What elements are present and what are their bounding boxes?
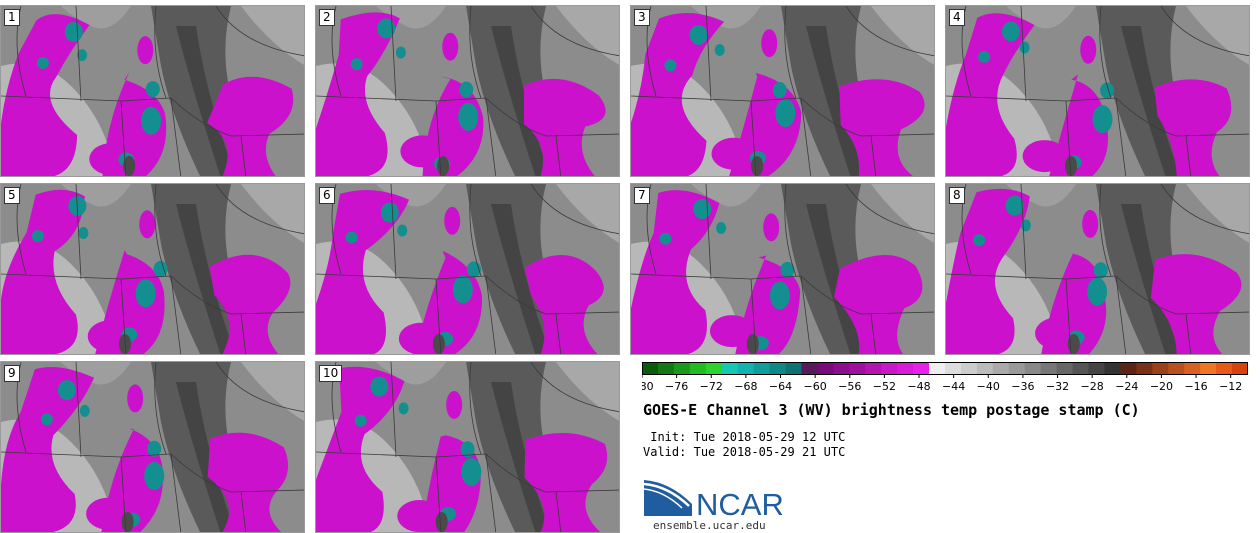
colorbar-swatch [865,362,882,374]
colorbar-tick-label: −16 [1184,380,1207,393]
wv-map [631,184,934,354]
colorbar-tick-label: −56 [838,380,861,393]
init-value: Tue 2018-05-29 12 UTC [693,430,846,444]
valid-label: Valid: [643,445,687,459]
panel-number-label: 2 [319,9,335,26]
colorbar-tick-label: −60 [804,380,827,393]
valid-value: Tue 2018-05-29 21 UTC [693,445,846,459]
postage-stamp-panel: 5 [0,183,305,355]
panel-number-label: 8 [949,187,965,204]
panel-number-label: 1 [4,9,20,26]
colorbar-swatch [801,362,818,374]
panel-number-label: 4 [949,9,965,26]
colorbar-swatch [769,362,787,374]
colorbar-swatch [913,362,930,374]
postage-stamp-panel: 9 [0,361,305,533]
figure-title: GOES-E Channel 3 (WV) brightness temp po… [643,401,1140,419]
wv-map [316,184,619,354]
colorbar-swatch [1024,362,1042,374]
wv-map [316,362,619,532]
colorbar-swatch [753,362,771,374]
colorbar-swatch [721,362,739,374]
colorbar-tick-label: −36 [1011,380,1034,393]
colorbar-swatch [817,362,834,374]
colorbar-swatch [897,362,914,374]
wv-map [316,6,619,176]
colorbar-swatch [1216,362,1233,374]
colorbar-tick-label: −64 [769,380,792,393]
colorbar-tick-label: −24 [1115,380,1138,393]
init-time: Init: Tue 2018-05-29 12 UTC [643,430,845,444]
colorbar-swatch [1088,362,1105,374]
colorbar-swatch [1072,362,1090,374]
postage-stamp-panel: 8 [945,183,1250,355]
colorbar-tick-label: −52 [873,380,896,393]
wv-map [1,362,304,532]
colorbar-tick-label: −28 [1081,380,1104,393]
wv-map [1,184,304,354]
colorbar-swatch [992,362,1010,374]
colorbar-tick-label: −68 [734,380,757,393]
colorbar-swatch [945,362,962,374]
colorbar-swatch [657,362,675,374]
colorbar-tick-label: −48 [907,380,930,393]
postage-stamp-panel: 3 [630,5,935,177]
colorbar-tick-label: −20 [1150,380,1173,393]
colorbar-swatch [1056,362,1074,374]
postage-stamp-panel: 7 [630,183,935,355]
ensemble-url: ensemble.ucar.edu [653,519,766,532]
postage-stamp-panel: 4 [945,5,1250,177]
colorbar-tick-label: −44 [942,380,965,393]
colorbar-tick-label: −12 [1219,380,1242,393]
colorbar-swatch [1104,362,1121,374]
colorbar-swatch [1136,362,1153,374]
ncar-logo: NCAR [643,480,784,522]
panel-number-label: 6 [319,187,335,204]
wv-map [946,184,1249,354]
colorbar-swatch [1152,362,1169,374]
colorbar-swatch [1008,362,1026,374]
panel-number-label: 10 [319,365,343,382]
colorbar-swatch [785,362,802,374]
colorbar-swatch [881,362,898,374]
colorbar-swatch [1040,362,1058,374]
ncar-logo-arc2-icon [643,488,683,509]
colorbar-tick-label: −72 [700,380,723,393]
panel-number-label: 9 [4,365,20,382]
colorbar-swatch [960,362,978,374]
postage-stamp-panel: 1 [0,5,305,177]
ncar-logo-text: NCAR [696,487,784,522]
postage-stamp-panel: 6 [315,183,620,355]
colorbar-swatch [1168,362,1185,374]
valid-time: Valid: Tue 2018-05-29 21 UTC [643,445,845,459]
colorbar-swatch [1200,362,1217,374]
colorbar-tick-label: −76 [665,380,688,393]
postage-stamp-panel: 2 [315,5,620,177]
panel-number-label: 3 [634,9,650,26]
colorbar-swatch [737,362,755,374]
colorbar-swatch [1184,362,1201,374]
colorbar-tick-label: −40 [977,380,1000,393]
wv-map [1,6,304,176]
init-label: Init: [643,430,687,444]
colorbar: −80−76−72−68−64−60−56−52−48−44−40−36−32−… [642,362,1248,393]
colorbar-tick-label: −32 [1046,380,1069,393]
colorbar-swatch [1120,362,1137,374]
colorbar-swatch [976,362,994,374]
wv-map [946,6,1249,176]
colorbar-swatch [929,362,946,374]
colorbar-swatch [705,362,723,374]
colorbar-swatch [673,362,691,374]
panel-number-label: 5 [4,187,20,204]
postage-stamp-panel: 10 [315,361,620,533]
wv-map [631,6,934,176]
colorbar-swatch [833,362,850,374]
colorbar-swatch [1232,362,1248,374]
colorbar-tick-label: −80 [642,380,654,393]
panel-number-label: 7 [634,187,650,204]
colorbar-swatch [642,362,659,374]
ncar-logo-arc-icon [643,482,690,507]
colorbar-swatch [689,362,707,374]
colorbar-swatch [849,362,866,374]
